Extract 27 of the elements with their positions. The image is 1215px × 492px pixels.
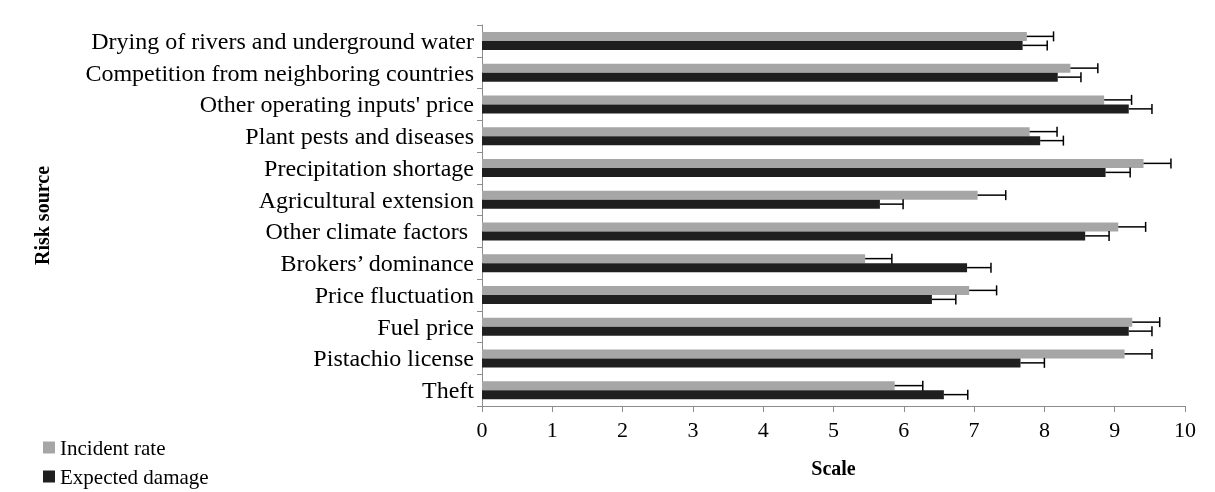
x-tick-label: 3 bbox=[687, 416, 699, 442]
x-tick-label: 8 bbox=[1038, 416, 1050, 442]
y-tick-label: Brokers’ dominance bbox=[280, 250, 474, 277]
legend-label: Expected damage bbox=[60, 464, 209, 489]
y-tick-label: Pistachio license bbox=[313, 345, 474, 372]
y-tick-label: Precipitation shortage bbox=[264, 154, 474, 181]
x-tick-label: 6 bbox=[898, 416, 910, 442]
y-tick-label: Drying of rivers and underground water bbox=[91, 27, 475, 54]
y-tick-label: Fuel price bbox=[377, 313, 474, 340]
x-tick-label: 7 bbox=[968, 416, 980, 442]
x-tick-label: 4 bbox=[757, 416, 769, 442]
y-tick-label: Plant pests and diseases bbox=[245, 123, 474, 150]
y-tick-label: Other climate factors bbox=[265, 218, 474, 245]
y-axis-title: Risk source bbox=[31, 165, 53, 266]
x-axis-title: Scale bbox=[811, 457, 856, 479]
y-tick-label: Theft bbox=[422, 377, 475, 404]
y-tick-label: Other operating inputs' price bbox=[199, 91, 474, 118]
y-tick-label: Competition from neighboring countries bbox=[85, 59, 474, 86]
x-tick-label: 0 bbox=[476, 416, 488, 442]
y-tick-label: Agricultural extension bbox=[258, 186, 474, 213]
y-tick-label: Price fluctuation bbox=[314, 281, 474, 308]
x-tick-label: 1 bbox=[546, 416, 558, 442]
x-tick-label: 5 bbox=[828, 416, 839, 442]
x-tick-label: 2 bbox=[617, 416, 629, 442]
legend-label: Incident rate bbox=[60, 435, 166, 460]
x-tick-label: 10 bbox=[1174, 416, 1196, 442]
x-tick-label: 9 bbox=[1109, 416, 1121, 442]
